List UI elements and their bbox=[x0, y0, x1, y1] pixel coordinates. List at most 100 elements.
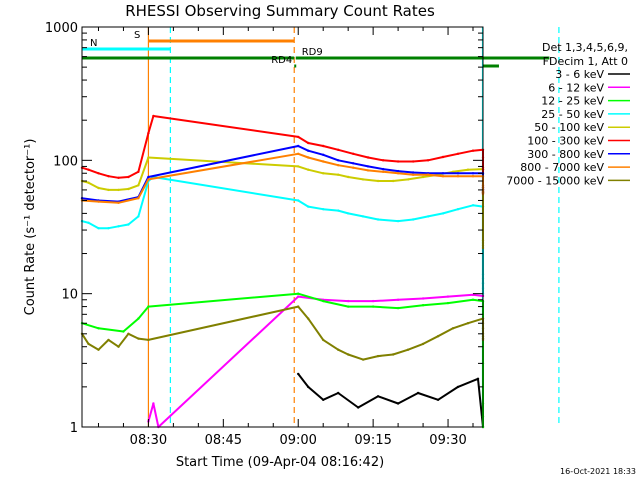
data-point bbox=[391, 353, 395, 356]
data-point bbox=[466, 322, 470, 325]
data-point bbox=[416, 391, 420, 395]
data-point bbox=[127, 175, 130, 179]
data-point bbox=[297, 152, 300, 155]
legend-entry-label: 3 - 6 keV bbox=[555, 68, 604, 81]
data-point bbox=[421, 175, 425, 179]
data-point bbox=[421, 297, 425, 300]
mode-bar-label: RD4 bbox=[271, 55, 292, 66]
x-tick-label: 09:15 bbox=[354, 433, 391, 448]
series-line bbox=[297, 373, 484, 428]
y-axis-label: Count Rate (s⁻¹ detector⁻¹) bbox=[23, 139, 38, 316]
data-point bbox=[396, 298, 400, 301]
data-point bbox=[347, 175, 350, 179]
data-point bbox=[137, 197, 140, 200]
data-point bbox=[107, 338, 110, 342]
data-point bbox=[322, 299, 325, 303]
data-point bbox=[471, 172, 475, 175]
data-point bbox=[97, 227, 100, 230]
data-point bbox=[147, 305, 150, 308]
data-point bbox=[322, 398, 325, 401]
y-tick-label: 1 bbox=[70, 421, 78, 436]
legend-entry-label: 12 - 25 keV bbox=[541, 95, 604, 108]
data-point bbox=[376, 395, 380, 398]
axes-layer: 1 10 100 1000 08:30 08:45 09:00 09:15 09:30 bbox=[45, 21, 483, 448]
data-point bbox=[322, 172, 325, 175]
data-point bbox=[381, 170, 385, 173]
legend-entry-label: 25 - 50 keV bbox=[541, 108, 604, 121]
data-point bbox=[411, 171, 415, 174]
data-point bbox=[411, 218, 415, 221]
data-point bbox=[297, 165, 300, 168]
legend-header: FDecim 1, Att 0 bbox=[543, 55, 628, 68]
data-point bbox=[97, 200, 100, 203]
data-point bbox=[441, 212, 445, 215]
x-tick-label: 09:30 bbox=[429, 433, 466, 448]
data-point bbox=[147, 178, 150, 181]
data-point bbox=[396, 306, 400, 310]
data-point bbox=[421, 304, 425, 307]
data-point bbox=[381, 167, 385, 171]
data-point bbox=[436, 398, 440, 401]
data-point bbox=[337, 348, 340, 351]
data-point bbox=[381, 159, 385, 162]
data-point bbox=[97, 186, 100, 190]
data-point bbox=[307, 156, 310, 159]
data-point bbox=[391, 179, 395, 183]
series-line bbox=[81, 176, 484, 295]
data-point bbox=[117, 201, 120, 204]
data-point bbox=[322, 153, 325, 156]
x-tick-label: 08:45 bbox=[205, 433, 242, 448]
data-point bbox=[297, 292, 300, 295]
data-point bbox=[456, 385, 460, 389]
data-point bbox=[441, 175, 445, 178]
data-point bbox=[97, 348, 100, 351]
data-point bbox=[471, 293, 475, 296]
data-point bbox=[357, 406, 360, 409]
data-point bbox=[307, 385, 310, 389]
data-point bbox=[137, 184, 140, 187]
data-point bbox=[476, 377, 480, 380]
data-point bbox=[406, 348, 410, 351]
data-point bbox=[441, 172, 445, 175]
data-point bbox=[456, 172, 460, 175]
data-point bbox=[297, 295, 300, 298]
data-point bbox=[352, 166, 355, 169]
data-point bbox=[297, 144, 300, 148]
data-point bbox=[87, 181, 90, 184]
data-point bbox=[456, 152, 460, 155]
data-point bbox=[376, 354, 380, 358]
data-point bbox=[376, 179, 380, 183]
data-point bbox=[117, 225, 120, 228]
data-point bbox=[337, 173, 340, 176]
legend-header: Det 1,3,4,5,6,9, bbox=[542, 41, 628, 54]
data-point bbox=[127, 187, 130, 191]
data-point bbox=[307, 149, 310, 152]
series-line bbox=[81, 115, 484, 191]
data-point bbox=[337, 148, 340, 151]
plot-frame bbox=[81, 26, 484, 428]
y-tick-label: 1000 bbox=[45, 21, 78, 36]
annotation-layer: S N RD9 RD4 bbox=[82, 27, 560, 427]
data-point bbox=[396, 402, 400, 405]
data-point bbox=[127, 223, 130, 226]
data-point bbox=[87, 168, 90, 171]
mode-bar-label: S bbox=[134, 30, 140, 41]
data-point bbox=[107, 188, 110, 192]
data-point bbox=[137, 337, 140, 340]
chart-title: RHESSI Observing Summary Count Rates bbox=[125, 2, 435, 20]
data-point bbox=[337, 159, 340, 162]
data-point bbox=[371, 299, 375, 303]
data-point bbox=[471, 175, 475, 178]
legend-entry-label: 800 - 7000 keV bbox=[520, 161, 604, 174]
data-point bbox=[411, 173, 415, 176]
legend-entry-label: 7000 - 15000 keV bbox=[506, 174, 604, 187]
data-point bbox=[147, 131, 150, 135]
data-point bbox=[426, 215, 430, 218]
data-point bbox=[446, 295, 450, 298]
data-point bbox=[122, 330, 125, 333]
data-point bbox=[322, 160, 325, 163]
data-point bbox=[376, 218, 380, 221]
legend: Det 1,3,4,5,6,9,FDecim 1, Att 03 - 6 keV… bbox=[506, 41, 630, 187]
data-point bbox=[337, 209, 340, 212]
